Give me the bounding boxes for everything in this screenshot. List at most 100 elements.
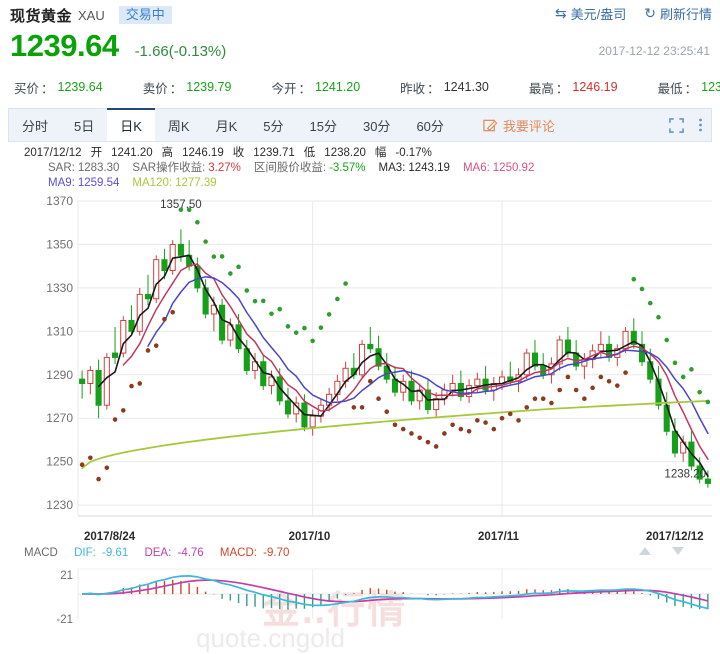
y-axis-tick: 1370 — [46, 194, 73, 208]
tab-5日[interactable]: 5日 — [61, 109, 107, 141]
arrow-down-icon[interactable] — [672, 547, 684, 555]
y-axis-tick: 1250 — [46, 455, 73, 469]
ma9-label: MA9: — [48, 177, 75, 189]
quote-label: 最低 — [657, 81, 683, 96]
quote-label: 昨收 — [400, 81, 426, 96]
ma120-label: MA120: — [132, 177, 173, 189]
macd-legend: MACD DIF: -9.61 DEA: -4.76 MACD: -9.70 — [0, 547, 720, 561]
legend-date: 2017/12/12 — [24, 147, 82, 159]
macd-y-tick-bottom: -21 — [56, 614, 73, 623]
legend-close-label: 收 — [232, 147, 245, 159]
comment-label: 我要评论 — [502, 118, 555, 134]
quote-item-1: 卖价： 1239.79 — [143, 78, 232, 97]
arrow-up-icon[interactable] — [639, 547, 651, 555]
legend-close: 1239.71 — [253, 147, 295, 159]
tab-label: 5分 — [263, 118, 284, 134]
quote-separator: ： — [41, 81, 54, 96]
symbol-code: XAU — [78, 7, 105, 23]
tab-60分[interactable]: 60分 — [403, 109, 456, 141]
quote-page: 现货黄金 XAU 交易中 ⇆ 美元/盎司 ↻ 刷新行情 1239.64 -1.6… — [0, 4, 720, 653]
quote-separator: ： — [555, 81, 569, 96]
quote-separator: ： — [684, 81, 698, 96]
status-badge: 交易中 — [118, 6, 172, 24]
quote-separator: ： — [169, 81, 183, 96]
dif-label: DIF: — [74, 547, 96, 559]
range-return-label: 区间股价收益: — [253, 162, 327, 174]
quote-item-3: 昨收： 1241.30 — [400, 78, 489, 97]
refresh-quote-label: 刷新行情 — [659, 7, 712, 22]
macd-value-label: MACD: — [219, 547, 257, 559]
unit-switch-button[interactable]: ⇆ 美元/盎司 — [555, 4, 626, 23]
ma-legend-row: MA9: 1259.54 MA120: 1277.39 — [24, 177, 720, 190]
tab-label: 月K — [215, 118, 238, 134]
x-axis-tick: 2017/10 — [288, 531, 331, 543]
ma3-value: 1243.19 — [408, 162, 450, 174]
quote-value: 1239.79 — [186, 80, 232, 94]
symbol-row: 现货黄金 XAU 交易中 — [10, 4, 710, 26]
tab-15分[interactable]: 15分 — [297, 109, 350, 141]
swap-icon: ⇆ — [554, 5, 567, 21]
symbol-name: 现货黄金 — [10, 7, 73, 25]
ma6-value: 1250.92 — [492, 162, 535, 174]
legend-high-label: 高 — [161, 147, 174, 159]
x-axis-tick: 2017/11 — [478, 531, 519, 543]
tab-label: 日K — [120, 119, 142, 134]
sar-profit-label: SAR操作收益: — [132, 162, 206, 174]
y-axis-tick: 1330 — [46, 281, 73, 295]
indicator-legend: 2017/12/12 开 1241.20 高 1246.19 收 1239.71… — [0, 147, 720, 190]
dif-value: -9.61 — [102, 547, 129, 559]
sar-label: SAR: — [48, 162, 75, 174]
tab-日K[interactable]: 日K — [107, 108, 155, 141]
macd-panel[interactable]: 21 -21 — [0, 561, 720, 628]
ma6-label: MA6: — [462, 162, 490, 174]
quote-timestamp: 2017-12-12 23:25:41 — [598, 44, 710, 58]
last-price: 1239.64 — [10, 28, 119, 63]
tab-30分[interactable]: 30分 — [350, 109, 403, 141]
legend-open: 1241.20 — [111, 147, 153, 159]
sar-legend-row: SAR: 1283.30 SAR操作收益: 3.27% 区间股价收益: -3.5… — [24, 162, 720, 175]
tab-周K[interactable]: 周K — [155, 109, 203, 141]
sar-profit-value: 3.27% — [208, 162, 241, 174]
low-price-label: 1238.20 — [664, 468, 706, 480]
more-vertical-icon[interactable] — [698, 117, 703, 133]
tab-分时[interactable]: 分时 — [9, 109, 61, 141]
y-axis-tick: 1230 — [46, 498, 73, 512]
quote-item-5: 最低：1238.20 — [658, 78, 720, 97]
quote-value: 1246.19 — [572, 80, 618, 94]
refresh-quote-button[interactable]: ↻ 刷新行情 — [644, 4, 712, 23]
legend-high: 1246.19 — [182, 147, 224, 159]
candlestick-chart[interactable]: 1370 1350 1330 1310 1290 1270 1250 1230 1357.50 1… — [0, 191, 720, 653]
legend-low: 1238.20 — [324, 147, 366, 159]
price-change: -1.66(-0.13%) — [134, 43, 227, 60]
quote-value: 1241.20 — [314, 80, 361, 94]
edit-icon — [483, 118, 498, 133]
quote-label: 最高 — [528, 81, 554, 96]
quote-value: 1241.30 — [443, 80, 489, 94]
y-axis-tick: 1310 — [46, 324, 73, 338]
y-axis-tick: 1270 — [46, 411, 73, 425]
price-row: 1239.64 -1.66(-0.13%) — [10, 26, 710, 68]
dea-label: DEA: — [144, 547, 172, 559]
legend-low-label: 低 — [303, 147, 316, 159]
quote-stats-row: 买价： 1239.64 卖价： 1239.79 今开： 1241.20 昨收： 1241.30… — [0, 72, 720, 102]
legend-amp: -0.17% — [395, 147, 432, 159]
tab-label: 60分 — [416, 118, 444, 134]
chart-period-tabs: 分时 5日 日K 周K 月K 5分 15分 30分 60分 我要评论 — [8, 108, 712, 142]
dea-value: -4.76 — [177, 547, 204, 559]
header-actions: ⇆ 美元/盎司 ↻ 刷新行情 — [555, 4, 712, 23]
refresh-icon: ↻ — [644, 5, 656, 21]
tab-5分[interactable]: 5分 — [250, 109, 296, 141]
range-return-value: -3.57% — [329, 162, 366, 174]
quote-label: 卖价 — [142, 81, 168, 96]
tab-月K[interactable]: 月K — [203, 109, 251, 141]
tab-label: 分时 — [22, 118, 49, 134]
quote-item-0: 买价： 1239.64 — [14, 78, 103, 97]
fullscreen-icon[interactable] — [669, 117, 684, 133]
chart-x-axis: 2017/8/24 2017/10 2017/11 2017/12/12 — [0, 531, 720, 547]
ohlc-legend-row: 2017/12/12 开 1241.20 高 1246.19 收 1239.71… — [24, 147, 720, 160]
ma3-label: MA3: — [378, 162, 406, 174]
comment-button[interactable]: 我要评论 — [473, 109, 565, 141]
legend-amp-label: 幅 — [374, 147, 387, 159]
quote-separator: ： — [427, 81, 440, 96]
quote-label: 今开 — [271, 81, 297, 96]
